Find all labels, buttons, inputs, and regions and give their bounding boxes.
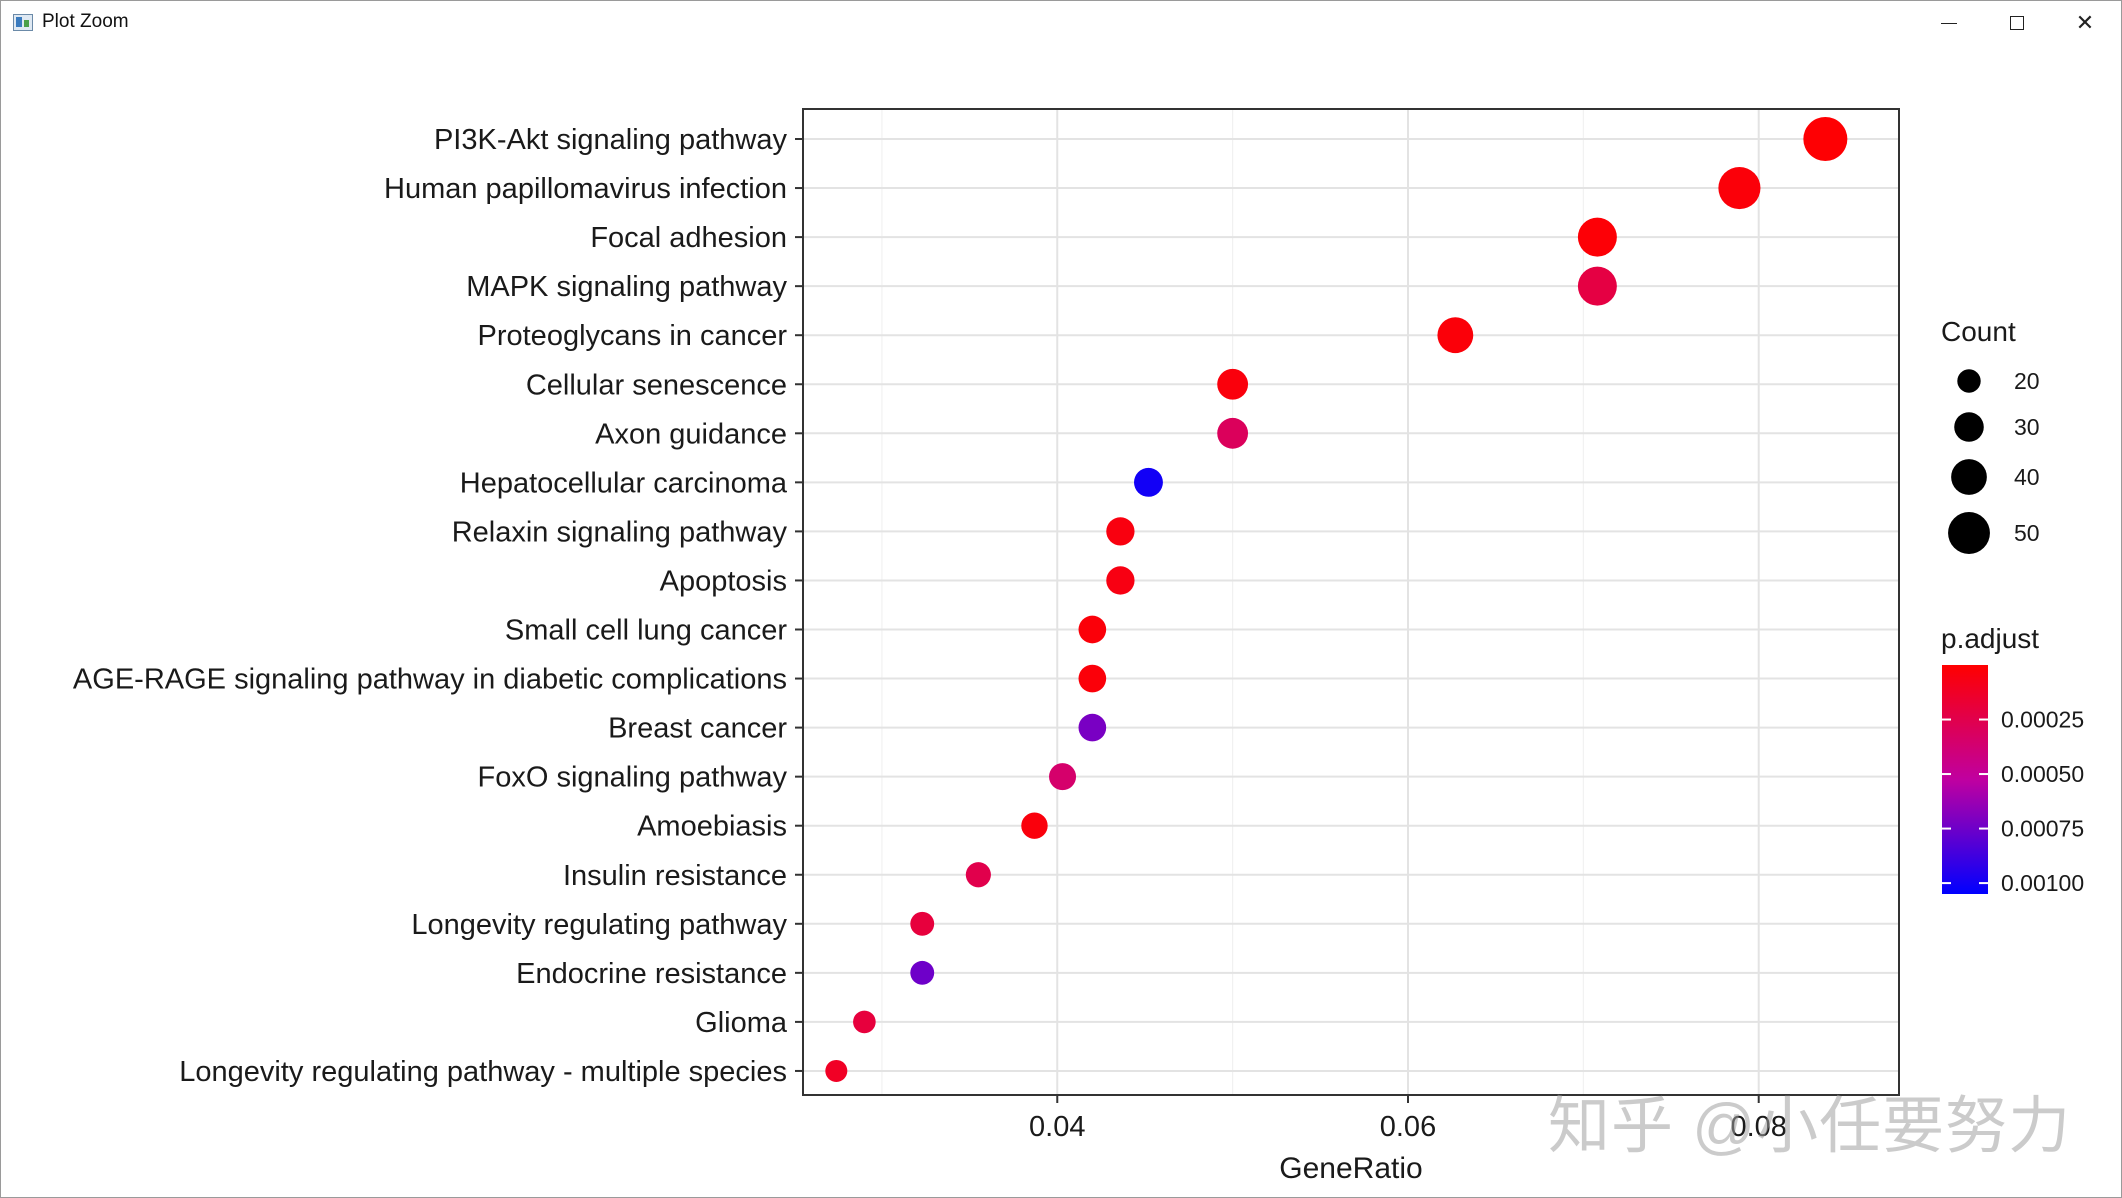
count-legend: Count 20 30 40 50 xyxy=(1941,316,2040,554)
y-tick-label: AGE-RAGE signaling pathway in diabetic c… xyxy=(73,664,787,696)
gridlines xyxy=(804,110,1898,1094)
data-point xyxy=(965,862,991,888)
data-point xyxy=(1577,217,1617,257)
data-point xyxy=(1078,615,1107,644)
count-legend-label: 40 xyxy=(2014,464,2040,490)
p-adjust-legend-label: 0.00025 xyxy=(2001,707,2084,733)
plot-panel xyxy=(802,108,1900,1096)
y-tick-label: Amoebiasis xyxy=(637,811,787,843)
panel-border xyxy=(802,108,1900,1096)
y-tick-label: Human papillomavirus infection xyxy=(384,173,787,205)
data-point xyxy=(1577,266,1617,306)
x-tick-label: 0.06 xyxy=(1380,1111,1436,1143)
title-bar[interactable]: Plot Zoom ✕ xyxy=(1,1,2121,45)
data-point xyxy=(1049,763,1077,791)
count-legend-title: Count xyxy=(1941,316,2016,347)
count-legend-key xyxy=(1948,512,1990,554)
data-point xyxy=(853,1010,876,1034)
maximize-button[interactable] xyxy=(1983,1,2051,45)
data-point xyxy=(1106,517,1135,546)
y-tick-label: Relaxin signaling pathway xyxy=(452,516,788,548)
y-tick-label: PI3K-Akt signaling pathway xyxy=(434,124,788,156)
count-legend-key xyxy=(1954,412,1984,442)
data-point xyxy=(1718,166,1761,210)
data-point xyxy=(1021,812,1048,839)
data-point xyxy=(910,911,935,936)
data-point xyxy=(1134,467,1163,497)
x-tick-label: 0.04 xyxy=(1029,1111,1085,1143)
y-tick-label: Axon guidance xyxy=(595,418,787,450)
count-legend-label: 20 xyxy=(2014,368,2040,394)
x-tick-label: 0.08 xyxy=(1730,1111,1786,1143)
y-tick-label: Small cell lung cancer xyxy=(505,615,787,647)
plot-window-icon xyxy=(13,14,33,31)
y-tick-label: Glioma xyxy=(695,1007,788,1039)
x-axis-title: GeneRatio xyxy=(1279,1152,1422,1185)
p-adjust-legend-label: 0.00075 xyxy=(2001,816,2084,842)
close-button[interactable]: ✕ xyxy=(2051,1,2119,45)
data-point xyxy=(910,960,935,985)
count-legend-key xyxy=(1957,369,1981,393)
watermark: 知乎 @小任要努力 xyxy=(1548,1092,2072,1161)
y-tick-label: Hepatocellular carcinoma xyxy=(460,467,788,499)
count-legend-label: 50 xyxy=(2014,520,2040,546)
window-title: Plot Zoom xyxy=(42,11,129,32)
data-point xyxy=(1803,117,1848,161)
data-point xyxy=(1078,664,1107,693)
close-icon: ✕ xyxy=(2075,10,2095,35)
count-legend-key xyxy=(1951,459,1987,495)
count-legend-label: 30 xyxy=(2014,414,2040,440)
y-tick-label: Proteoglycans in cancer xyxy=(478,320,788,352)
data-point xyxy=(1078,713,1107,742)
y-tick-label: FoxO signaling pathway xyxy=(478,762,788,794)
data-point xyxy=(1217,368,1249,400)
y-tick-label: Focal adhesion xyxy=(590,222,787,254)
p-adjust-legend-label: 0.00100 xyxy=(2001,870,2084,896)
y-axis-labels: PI3K-Akt signaling pathway Human papillom… xyxy=(73,124,803,1088)
data-point xyxy=(1437,317,1474,354)
p-adjust-legend-title: p.adjust xyxy=(1941,623,2039,654)
minimize-button[interactable] xyxy=(1915,1,1983,45)
data-points xyxy=(825,117,1848,1082)
minimize-icon xyxy=(1941,22,1957,24)
p-adjust-legend-label: 0.00050 xyxy=(2001,761,2084,787)
y-tick-label: Breast cancer xyxy=(608,713,787,745)
y-tick-label: Longevity regulating pathway xyxy=(411,909,787,941)
x-axis: 0.04 0.06 0.08 xyxy=(1029,1095,1787,1143)
p-adjust-legend: p.adjust 0.00025 0.00050 0.00075 0.00100 xyxy=(1941,623,2084,896)
data-point xyxy=(1106,566,1135,595)
data-point xyxy=(1217,417,1249,449)
y-tick-label: Endocrine resistance xyxy=(516,958,787,990)
y-tick-label: MAPK signaling pathway xyxy=(466,271,787,303)
y-tick-label: Insulin resistance xyxy=(563,860,787,892)
y-tick-label: Apoptosis xyxy=(660,565,787,597)
p-adjust-colorbar xyxy=(1942,665,1988,894)
data-point xyxy=(825,1059,848,1082)
y-tick-label: Longevity regulating pathway - multiple … xyxy=(179,1056,787,1088)
maximize-icon xyxy=(2010,16,2024,30)
y-tick-label: Cellular senescence xyxy=(526,369,787,401)
